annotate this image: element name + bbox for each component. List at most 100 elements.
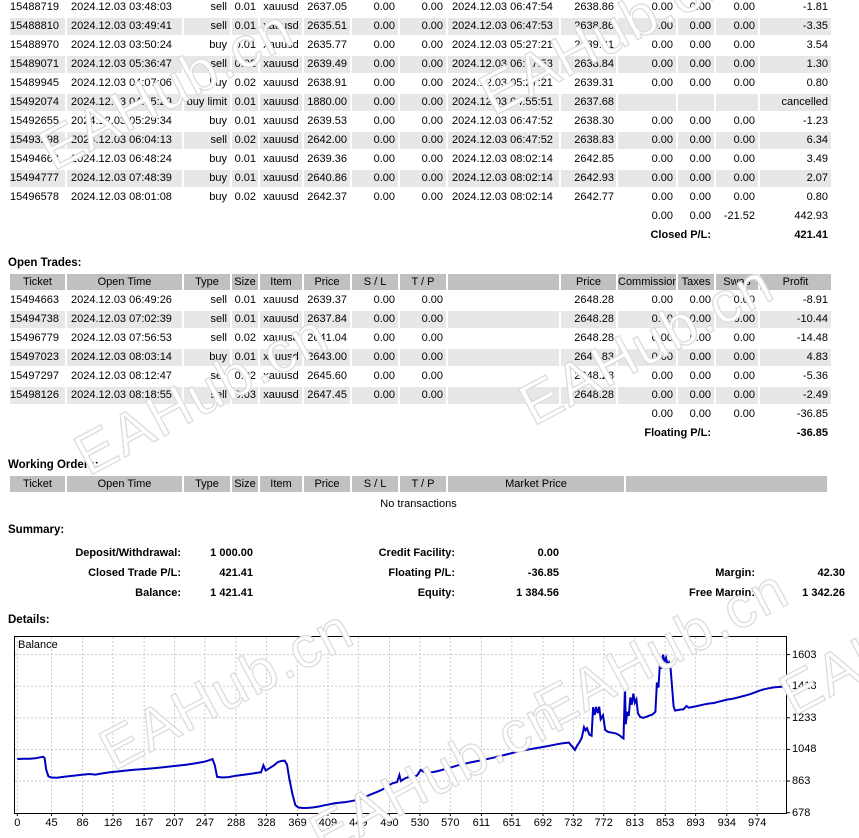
floating-pl-label: Floating P/L:	[644, 427, 711, 439]
summary-value: 1 421.41	[210, 587, 253, 599]
column-header: Price	[561, 274, 616, 290]
column-header	[448, 274, 559, 290]
table-row: 15492655 2024.12.03 05:29:34 buy 0.01 xauusd…	[10, 115, 828, 127]
column-header: Item	[260, 476, 302, 492]
x-axis-tick-label: 570	[441, 817, 460, 829]
floating-pl-value: -36.85	[796, 427, 828, 439]
column-header: Swap	[716, 274, 758, 290]
column-header: S / L	[352, 274, 398, 290]
y-axis-tick-label: 1048	[792, 743, 817, 756]
table-row: 15494777 2024.12.03 07:48:39 buy 0.01 xauusd…	[10, 170, 831, 187]
column-header	[626, 476, 827, 492]
summary-label: Closed Trade P/L:	[88, 567, 181, 579]
table-row: 15497023 2024.12.03 08:03:14 buy 0.01 xauusd…	[10, 349, 831, 366]
column-header: S / L	[352, 476, 398, 492]
x-axis-tick-label: 732	[564, 817, 583, 829]
x-axis-tick-label: 530	[410, 817, 430, 829]
column-header: Price	[304, 274, 350, 290]
x-axis-tick-label: 86	[76, 817, 89, 829]
summary-row: Closed Trade P/L: 421.41 Floating P/L: -36.…	[0, 565, 845, 585]
x-axis-tick-label: 893	[686, 817, 705, 829]
closed-pl-label: Closed P/L:	[650, 229, 711, 241]
table-row: 15494738 2024.12.03 07:02:39 sell 0.01 xauus…	[10, 311, 831, 328]
x-axis-tick-label: 207	[165, 817, 184, 829]
y-axis-tick-label: 678	[792, 806, 811, 819]
x-axis-tick-label: 167	[134, 817, 154, 829]
summary-row: Balance: 1 421.41 Equity: 1 384.56 Free Marg…	[0, 585, 845, 605]
column-header: Size	[232, 274, 258, 290]
x-axis-tick-label: 328	[257, 817, 276, 829]
column-header: Ticket	[10, 274, 65, 290]
chart-legend-balance: Balance	[18, 639, 58, 651]
column-header: Type	[184, 274, 230, 290]
x-axis-tick-label: 126	[103, 817, 123, 829]
column-header: Market Price	[448, 476, 624, 492]
table-row: 15492074 2024.12.03 04:55:29 buy limit 0.01…	[10, 94, 831, 111]
summary-value: 42.30	[817, 567, 845, 579]
table-row: 15488810 2024.12.03 03:49:41 sell 0.01 xauus…	[10, 18, 831, 35]
table-row: 15488970 2024.12.03 03:50:24 buy 0.01 xauusd…	[10, 39, 828, 51]
details-title: Details:	[8, 614, 50, 626]
working-orders-title: Working Orders:	[8, 459, 99, 471]
column-header: Commission	[618, 274, 676, 290]
balance-chart: Balance	[14, 636, 790, 816]
summary-label: Credit Facility:	[378, 547, 455, 559]
column-header: Profit	[760, 274, 831, 290]
column-header: Type	[184, 476, 230, 492]
summary-title: Summary:	[8, 524, 65, 536]
column-header: Open Time	[67, 476, 182, 492]
x-axis-tick-label: 772	[594, 817, 613, 829]
table-row: 0.00 0.00 -21.52 442.93	[651, 210, 828, 222]
summary-value: 1 342.26	[802, 587, 845, 599]
x-axis-tick-label: 449	[349, 817, 368, 829]
column-header: T / P	[400, 274, 446, 290]
x-axis-tick-label: 934	[717, 817, 736, 829]
column-header: Price	[304, 476, 350, 492]
balance-line-series	[17, 654, 787, 810]
y-axis-tick-label: 1418	[792, 680, 817, 693]
summary-label: Free Margin:	[688, 587, 755, 599]
table-row: 15497297 2024.12.03 08:12:47 sell 0.02 xauus…	[10, 370, 828, 382]
y-axis-tick-label: 1233	[792, 711, 817, 724]
summary-value: 0.00	[537, 547, 559, 559]
summary-value: 1 000.00	[210, 547, 253, 559]
summary-value	[755, 545, 845, 565]
column-header: Ticket	[10, 476, 65, 492]
x-axis-tick-label: 247	[195, 817, 215, 829]
chart-plot-area	[15, 637, 790, 816]
x-axis-tick-label: 692	[533, 817, 553, 829]
table-row: 15498126 2024.12.03 08:18:55 sell 0.03 xauus…	[10, 387, 831, 404]
table-row: 15488719 2024.12.03 03:48:03 sell 0.01 xauus…	[10, 1, 828, 13]
closed-pl-value: 421.41	[794, 229, 828, 241]
summary-label: Margin:	[715, 567, 755, 579]
table-row: 15493298 2024.12.03 06:04:13 sell 0.02 xauus…	[10, 132, 831, 149]
column-header: Open Time	[67, 274, 182, 290]
table-row: 15496779 2024.12.03 07:56:53 sell 0.02 xauus…	[10, 332, 828, 344]
x-axis-tick-label: 45	[45, 817, 58, 829]
table-row: 15496578 2024.12.03 08:01:08 buy 0.02 xauusd…	[10, 191, 828, 203]
column-header: Item	[260, 274, 302, 290]
closed-trades-table: 15488719 2024.12.03 03:48:03 sell 0.01 xauus…	[8, 0, 833, 246]
summary-label	[559, 545, 755, 565]
column-header: Taxes	[678, 274, 714, 290]
table-row: 15494662 2024.12.03 06:48:24 buy 0.01 xauusd…	[10, 153, 828, 165]
y-axis-tick-label: 863	[792, 775, 811, 788]
summary-label: Equity:	[417, 587, 455, 599]
table-row: 15489071 2024.12.03 05:36:47 sell 0.02 xauus…	[10, 56, 831, 73]
summary-value: 421.41	[219, 567, 253, 579]
y-axis-tick-label: 1603	[792, 648, 817, 661]
x-axis-tick-label: 813	[625, 817, 645, 829]
column-header: T / P	[400, 476, 446, 492]
summary-row: Deposit/Withdrawal: 1 000.00 Credit Facili…	[0, 545, 845, 565]
summary-value: -36.85	[527, 567, 559, 579]
column-header: Size	[232, 476, 258, 492]
x-axis-tick-label: 974	[747, 817, 767, 829]
x-axis-tick-label: 409	[318, 817, 338, 829]
x-axis-tick-label: 853	[656, 817, 675, 829]
no-transactions-text: No transactions	[380, 498, 457, 510]
table-row: 0.00 0.00 0.00 -36.85	[651, 408, 828, 420]
summary-label: Deposit/Withdrawal:	[75, 547, 181, 559]
